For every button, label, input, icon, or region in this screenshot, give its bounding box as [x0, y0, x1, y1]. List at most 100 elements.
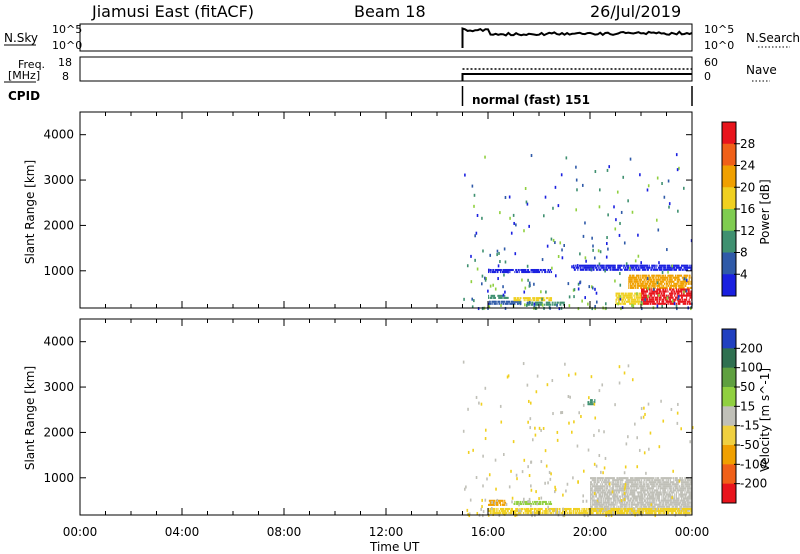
echo-cell [612, 489, 615, 492]
echo-cell [643, 507, 645, 511]
echo-cell [635, 300, 638, 303]
echo-cell [489, 503, 491, 506]
echo-cell [625, 300, 627, 303]
echo-speck [619, 283, 622, 287]
echo-cell [513, 512, 515, 515]
echo-speck [518, 503, 520, 507]
echo-cell [620, 298, 622, 301]
echo-cell [646, 483, 648, 486]
echo-cell [679, 510, 681, 513]
echo-cell [635, 495, 638, 498]
echo-cell [676, 481, 678, 484]
echo-cell [675, 282, 677, 285]
echo-cell [646, 493, 648, 496]
echo-cell [677, 489, 679, 492]
echo-cell [684, 290, 686, 293]
echo-cell [617, 495, 619, 498]
echo-cell [550, 502, 553, 506]
echo-cell [512, 302, 514, 305]
echo-cell [493, 501, 495, 504]
echo-cell [648, 282, 650, 285]
echo-cell [690, 501, 692, 504]
echo-cell [621, 489, 623, 492]
echo-cell [625, 487, 627, 490]
echo-cell [643, 300, 645, 303]
echo-cell [590, 403, 592, 406]
echo-speck [598, 262, 601, 266]
echo-cell [683, 302, 685, 305]
echo-speck [667, 179, 670, 183]
echo-cell [641, 495, 643, 498]
echo-cell [639, 294, 641, 297]
echo-cell [596, 512, 598, 515]
echo-speck [557, 254, 560, 258]
echo-cell [548, 299, 550, 302]
echo-cell [534, 271, 536, 274]
echo-cell [657, 479, 659, 482]
echo-cell [488, 302, 490, 305]
echo-cell [668, 510, 670, 513]
echo-speck [675, 153, 678, 157]
colorbar-tick-label: -200 [740, 477, 767, 491]
echo-cell [684, 491, 686, 494]
echo-speck [560, 411, 562, 415]
echo-cell [684, 300, 686, 303]
echo-cell [532, 500, 534, 503]
echo-cell [512, 300, 514, 303]
echo-cell [663, 266, 666, 269]
echo-cell [665, 294, 667, 297]
echo-cell [608, 489, 610, 492]
echo-cell [628, 294, 630, 297]
echo-speck [620, 499, 623, 503]
echo-cell [612, 495, 615, 498]
echo-cell [600, 497, 602, 500]
echo-cell [678, 280, 680, 283]
freq-label: Freq. [18, 58, 45, 71]
echo-cell [663, 286, 666, 289]
echo-cell [670, 499, 672, 502]
echo-cell [670, 501, 672, 504]
echo-speck [689, 440, 692, 444]
echo-cell [624, 503, 626, 506]
echo-cell [635, 489, 638, 492]
echo-speck [624, 485, 626, 489]
echo-cell [631, 298, 633, 301]
echo-cell [561, 301, 564, 304]
echo-cell [490, 302, 492, 305]
echo-cell [690, 489, 692, 492]
echo-cell [552, 507, 554, 511]
echo-cell [681, 491, 683, 494]
echo-cell [661, 280, 663, 283]
echo-cell [683, 499, 685, 502]
echo-cell [637, 495, 639, 498]
echo-cell [667, 489, 669, 492]
echo-cell [634, 278, 636, 281]
echo-cell [627, 483, 629, 486]
echo-cell [645, 290, 647, 293]
echo-cell [647, 487, 649, 490]
echo-cell [605, 499, 607, 502]
echo-cell [642, 268, 644, 271]
echo-cell [626, 300, 628, 303]
echo-cell [682, 276, 684, 279]
echo-cell [658, 491, 660, 494]
echo-cell [662, 290, 664, 293]
echo-cell [533, 500, 536, 503]
echo-cell [687, 481, 689, 484]
echo-cell [518, 268, 520, 272]
echo-speck [541, 303, 544, 307]
echo-cell [673, 481, 675, 484]
echo-cell [644, 278, 646, 281]
echo-cell [645, 280, 647, 283]
echo-cell [624, 294, 626, 297]
echo-speck [680, 427, 682, 431]
echo-speck [573, 420, 575, 424]
echo-cell [613, 266, 615, 269]
echo-cell [525, 297, 527, 300]
echo-cell [489, 499, 491, 502]
echo-cell [512, 268, 514, 272]
echo-cell [616, 507, 618, 511]
echo-cell [617, 497, 619, 500]
echo-cell [672, 512, 674, 515]
echo-cell [624, 481, 626, 484]
